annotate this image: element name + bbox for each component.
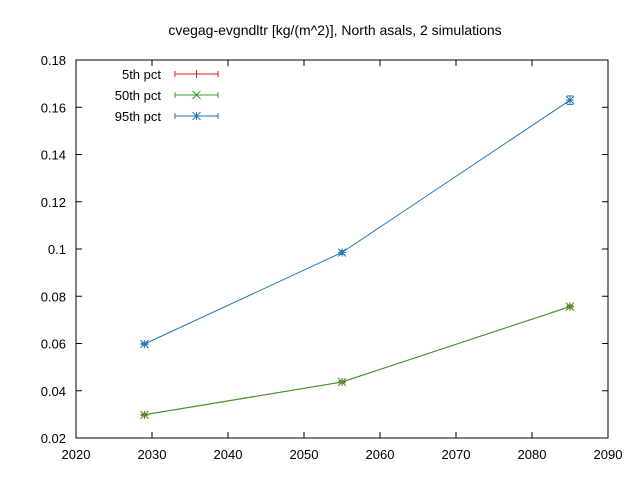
data-point: [565, 95, 575, 105]
x-tick-label: 2070: [442, 447, 471, 462]
y-tick-label: 0.04: [41, 384, 66, 399]
marker-d2: [192, 111, 201, 121]
series-layer: [140, 95, 575, 420]
axes: 2020 2030 2040 2050 2060 2070 2080 2090 0.02 0.04…: [41, 53, 623, 462]
series-3: [140, 95, 575, 349]
data-point: [337, 377, 347, 387]
marker-d2: [140, 339, 149, 349]
marker-d2: [565, 95, 575, 105]
marker-d2: [192, 90, 201, 100]
legend-label: 5th pct: [122, 67, 161, 82]
legend-label: 95th pct: [115, 109, 162, 124]
series-line: [144, 306, 571, 416]
marker-d2: [337, 377, 347, 387]
series-2: [140, 302, 575, 420]
series-line: [144, 99, 571, 345]
y-tick-label: 0.02: [41, 431, 66, 446]
x-tick-label: 2060: [366, 447, 395, 462]
data-point: [337, 248, 347, 257]
y-tick-label: 0.06: [41, 337, 66, 352]
y-tick-label: 0.16: [41, 100, 66, 115]
data-point: [565, 302, 575, 311]
data-point: [140, 410, 149, 420]
legend-item: 50th pct: [115, 88, 219, 103]
y-tick-label: 0.14: [41, 148, 66, 163]
marker-d2: [337, 248, 347, 257]
data-point: [140, 339, 149, 349]
series-line: [144, 306, 571, 416]
legend-label: 50th pct: [115, 88, 162, 103]
legend: 5th pct 50th pct 95th pct: [115, 67, 219, 124]
legend-item: 5th pct: [122, 67, 219, 82]
x-tick-label: 2050: [290, 447, 319, 462]
x-tick-label: 2020: [62, 447, 91, 462]
legend-item: 95th pct: [115, 109, 219, 124]
y-tick-label: 0.08: [41, 289, 66, 304]
marker-d2: [565, 302, 575, 311]
x-tick-label: 2030: [138, 447, 167, 462]
marker-d2: [140, 410, 149, 420]
chart-title: cvegag-evgndltr [kg/(m^2)], North asals,…: [168, 22, 501, 38]
y-tick-label: 0.1: [48, 242, 66, 257]
y-tick-label: 0.18: [41, 53, 66, 68]
x-tick-label: 2040: [214, 447, 243, 462]
series-1: [140, 302, 574, 419]
x-tick-label: 2090: [594, 447, 623, 462]
x-tick-label: 2080: [518, 447, 547, 462]
y-tick-label: 0.12: [41, 195, 66, 210]
